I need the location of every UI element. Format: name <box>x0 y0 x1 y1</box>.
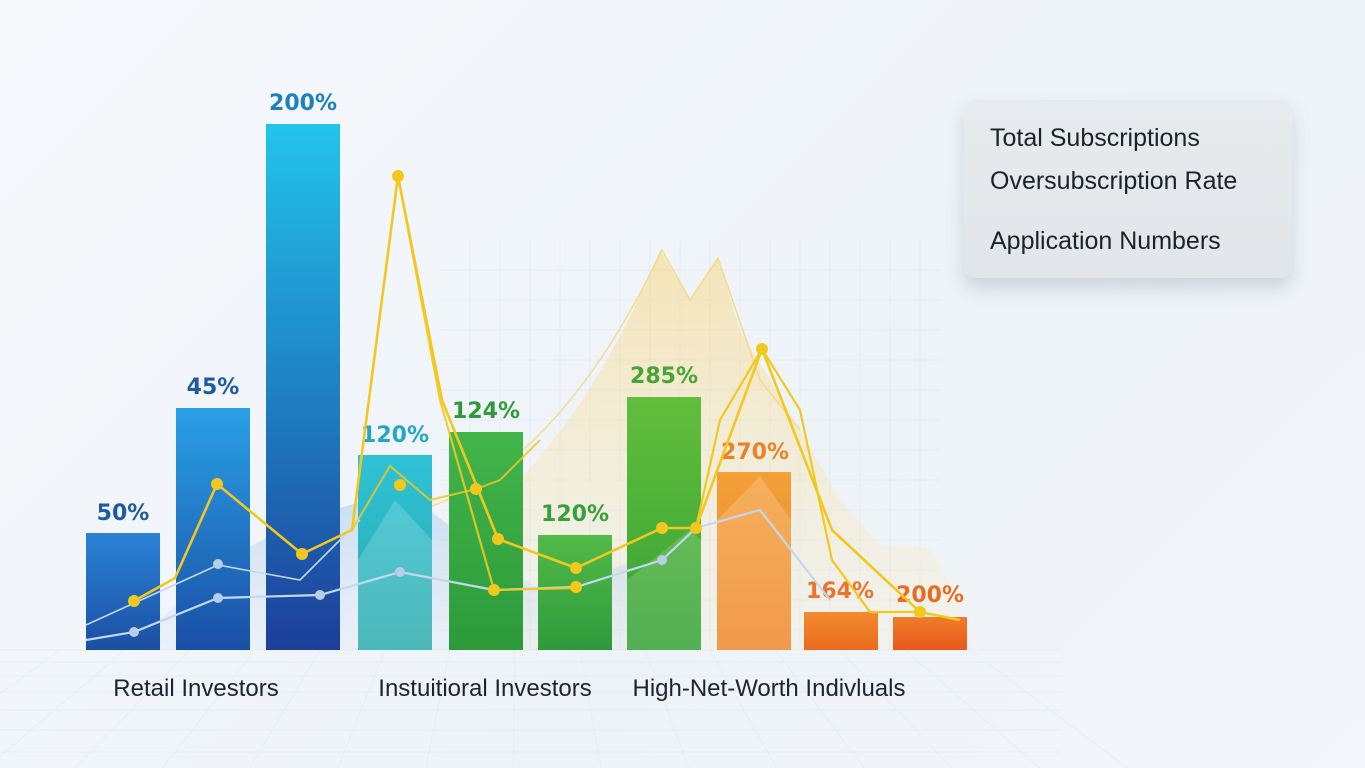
bar-value-label: 200% <box>896 583 964 608</box>
bar-value-label: 50% <box>97 501 150 526</box>
oversubscription-point <box>394 479 406 491</box>
oversubscription-point <box>492 533 504 545</box>
floor-ray <box>969 649 1128 768</box>
oversubscription-point <box>570 562 582 574</box>
floor-ray <box>0 649 61 695</box>
floor-ray <box>249 649 321 768</box>
application-numbers-point <box>213 593 223 603</box>
oversubscription-point <box>690 522 702 534</box>
bar-value-label: 45% <box>187 375 240 400</box>
floor-ray <box>774 649 865 768</box>
floor-ray <box>904 649 1041 768</box>
floor-ray <box>579 649 602 768</box>
oversubscription-point <box>656 522 668 534</box>
oversubscription-line-2 <box>351 439 541 531</box>
legend-item-oversubscription-rate: Oversubscription Rate <box>990 167 1238 195</box>
application-numbers-point <box>129 627 139 637</box>
floor-ray <box>709 649 777 768</box>
group-label: Retail Investors <box>113 675 278 702</box>
oversubscription-point <box>296 548 308 560</box>
bar-2 <box>176 408 250 650</box>
application-numbers-point <box>315 590 325 600</box>
bar-10 <box>893 617 967 650</box>
oversubscription-point <box>570 581 582 593</box>
oversubscription-point <box>756 343 768 355</box>
bar-9 <box>804 612 878 650</box>
bar-3 <box>266 124 340 650</box>
bar-highlight <box>717 476 791 650</box>
bar-5 <box>449 432 523 650</box>
bar-value-label: 120% <box>361 423 429 448</box>
legend: Total Subscriptions Oversubscription Rat… <box>964 100 1292 278</box>
bar-value-label: 120% <box>541 502 609 527</box>
bar-value-label: 285% <box>630 364 698 389</box>
floor-ray <box>161 649 256 768</box>
group-label: High-Net-Worth Indivluals <box>633 675 906 702</box>
oversubscription-point <box>211 478 223 490</box>
application-numbers-point <box>657 555 667 565</box>
application-numbers-point <box>395 567 405 577</box>
bar-8 <box>717 472 791 650</box>
floor-ray <box>74 649 191 768</box>
oversubscription-point <box>470 483 482 495</box>
oversubscription-line-3 <box>396 175 577 592</box>
legend-item-application-numbers: Application Numbers <box>990 227 1221 255</box>
oversubscription-point <box>128 595 140 607</box>
oversubscription-point <box>488 584 500 596</box>
bar-highlight <box>627 530 701 650</box>
oversubscription-point <box>914 606 926 618</box>
bar-value-label: 124% <box>452 399 520 424</box>
floor-ray <box>512 649 516 768</box>
bar-highlight <box>358 500 432 650</box>
oversubscription-point <box>392 170 404 182</box>
floor-ray <box>425 649 451 768</box>
group-label: Instuitioral Investors <box>378 675 591 702</box>
floor-ray <box>337 649 386 768</box>
legend-item-total-subscriptions: Total Subscriptions <box>990 124 1200 152</box>
oversubscription-line-4 <box>694 346 920 614</box>
floor-ray <box>0 649 126 758</box>
floor-ray <box>644 649 690 768</box>
bar-1 <box>86 533 160 650</box>
application-numbers-line-2 <box>85 519 361 626</box>
bar-value-label: 270% <box>721 440 789 465</box>
bar-value-label: 200% <box>269 91 337 116</box>
floor-ray <box>839 649 953 768</box>
application-numbers-point <box>213 559 223 569</box>
